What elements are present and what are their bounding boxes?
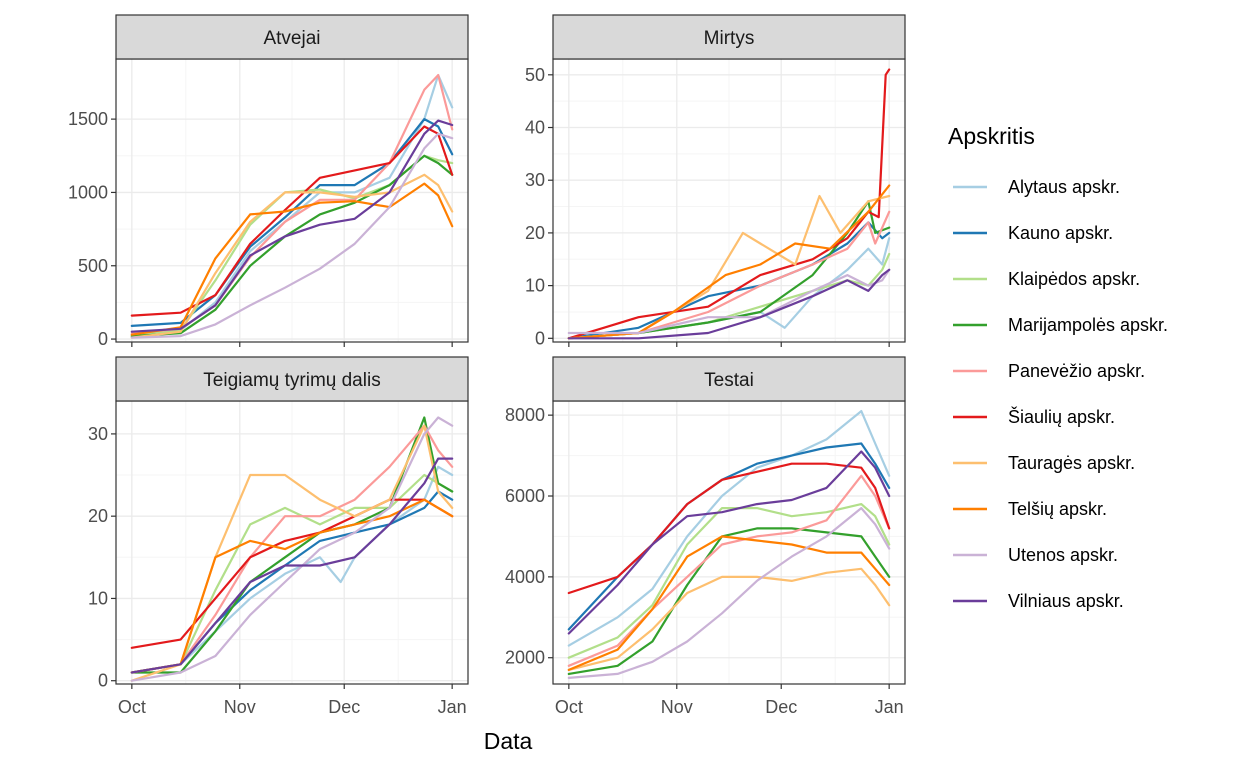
facet-strip [115, 356, 469, 402]
legend-entry: Telšių apskr. [953, 499, 1107, 519]
y-tick-label: 40 [525, 118, 545, 138]
series-line-iauli-apskr [567, 68, 891, 340]
series-line-taurag-s-apskr [567, 567, 891, 672]
legend-entry: Panevėžio apskr. [953, 361, 1145, 381]
series-line-vilniaus-apskr [130, 457, 454, 674]
panel-teigiam-tyrim-dalis: 0 10 20 30 Oct Nov Dec Jan Teigiamų tyrimų dalis [88, 356, 469, 717]
x-tick-label: Dec [765, 697, 797, 717]
facet-strip [552, 14, 906, 60]
panel-mirtys: 0 10 20 30 40 50 Mirtys [525, 14, 906, 348]
legend-label: Klaipėdos apskr. [1008, 269, 1140, 289]
series-line-utenos-apskr [130, 416, 454, 682]
series-line-alytaus-apskr [567, 410, 891, 647]
legend-label: Tauragės apskr. [1008, 453, 1135, 473]
legend: Apskritis Alytaus apskr. Kauno apskr. Klai… [948, 123, 1168, 611]
legend-title: Apskritis [948, 123, 1035, 149]
y-tick-label: 50 [525, 65, 545, 85]
legend-entry: Marijampolės apskr. [953, 315, 1168, 335]
series-line-tel-i-apskr [130, 182, 454, 336]
series-line-tel-i-apskr [130, 498, 454, 674]
y-tick-label: 0 [98, 329, 108, 349]
series-line-marijampol-s-apskr [130, 154, 454, 338]
y-tick-label: 1000 [68, 182, 108, 202]
legend-label: Utenos apskr. [1008, 545, 1118, 565]
series-line-klaip-dos-apskr [130, 473, 454, 674]
panels: 0 500 1000 1500 Atvejai 0 10 20 30 40 50 Mirtys 0 10 2… [68, 14, 906, 717]
series-line-kauno-apskr [130, 117, 454, 327]
y-tick-label: 0 [535, 328, 545, 348]
facet-title: Teigiamų tyrimų dalis [203, 370, 380, 391]
series-line-taurag-s-apskr [130, 173, 454, 339]
legend-entry: Tauragės apskr. [953, 453, 1135, 473]
x-tick-label: Jan [438, 697, 467, 717]
legend-entry: Kauno apskr. [953, 223, 1113, 243]
series-line-iauli-apskr [567, 462, 891, 595]
facet-title: Mirtys [704, 28, 755, 49]
y-tick-label: 30 [88, 424, 108, 444]
y-tick-label: 10 [88, 588, 108, 608]
panel-testai: 2000 4000 6000 8000 Oct Nov Dec Jan Testai [505, 356, 906, 717]
series-line-utenos-apskr [130, 132, 454, 339]
legend-entry: Vilniaus apskr. [953, 591, 1124, 611]
series-line-panev-io-apskr [130, 424, 454, 674]
x-tick-label: Oct [555, 697, 583, 717]
panel-atvejai: 0 500 1000 1500 Atvejai [68, 14, 469, 349]
series-line-klaip-dos-apskr [567, 503, 891, 659]
y-tick-label: 8000 [505, 405, 545, 425]
legend-label: Vilniaus apskr. [1008, 591, 1124, 611]
facet-strip [552, 356, 906, 402]
series-line-vilniaus-apskr [567, 268, 891, 340]
series-line-marijampol-s-apskr [567, 527, 891, 676]
legend-label: Alytaus apskr. [1008, 177, 1120, 197]
y-tick-label: 500 [78, 256, 108, 276]
series-line-vilniaus-apskr [130, 119, 454, 333]
series-line-utenos-apskr [567, 507, 891, 680]
y-tick-label: 20 [525, 223, 545, 243]
facet-title: Atvejai [263, 28, 320, 49]
legend-label: Šiaulių apskr. [1008, 406, 1115, 427]
legend-label: Telšių apskr. [1008, 499, 1107, 519]
series-line-tel-i-apskr [567, 535, 891, 672]
legend-entry: Klaipėdos apskr. [953, 269, 1140, 289]
y-tick-label: 30 [525, 170, 545, 190]
y-tick-label: 2000 [505, 648, 545, 668]
series-line-utenos-apskr [567, 268, 891, 335]
y-tick-label: 4000 [505, 567, 545, 587]
facet-strip [115, 14, 469, 60]
x-tick-label: Dec [328, 697, 360, 717]
series-line-marijampol-s-apskr [567, 200, 891, 340]
legend-label: Panevėžio apskr. [1008, 361, 1145, 381]
legend-entry: Utenos apskr. [953, 545, 1118, 565]
y-tick-label: 1500 [68, 109, 108, 129]
x-tick-label: Jan [875, 697, 904, 717]
legend-entry: Alytaus apskr. [953, 177, 1120, 197]
series-line-panev-io-apskr [567, 210, 891, 340]
y-tick-label: 0 [98, 671, 108, 691]
y-tick-label: 10 [525, 276, 545, 296]
legend-label: Kauno apskr. [1008, 223, 1113, 243]
y-tick-label: 20 [88, 506, 108, 526]
series-line-vilniaus-apskr [567, 450, 891, 635]
legend-entry: Šiaulių apskr. [953, 406, 1115, 427]
x-tick-label: Nov [661, 697, 693, 717]
legend-label: Marijampolės apskr. [1008, 315, 1168, 335]
facet-title: Testai [704, 370, 754, 391]
y-tick-label: 6000 [505, 486, 545, 506]
x-tick-label: Nov [224, 697, 256, 717]
x-tick-label: Oct [118, 697, 146, 717]
series-line-tel-i-apskr [567, 184, 891, 340]
x-axis-title: Data [484, 728, 533, 754]
